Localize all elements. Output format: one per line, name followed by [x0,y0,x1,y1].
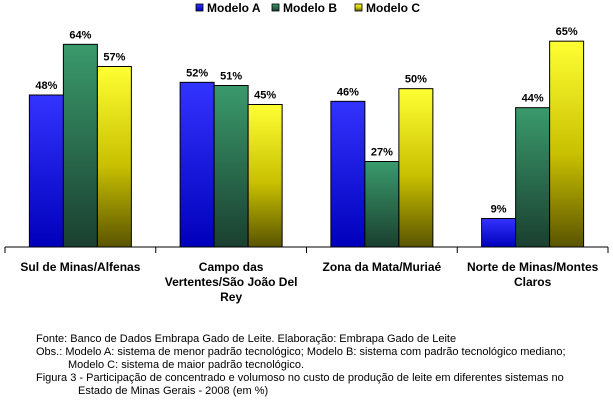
bar-modelo-c-1 [247,104,283,248]
bar-modelo-c-3 [549,40,585,248]
category-label: Rey [220,290,242,304]
legend-label: Modelo C [366,1,420,15]
legend-swatch [354,3,363,12]
legend-label: Modelo B [283,1,337,15]
bar-modelo-a-3 [481,218,517,248]
bar-modelo-b-2 [364,161,400,248]
bar-modelo-c-2 [398,88,434,248]
legend: Modelo A Modelo B Modelo C [195,1,420,15]
data-label: 48% [35,80,57,92]
data-label: 51% [220,71,242,83]
figure-caption-line-1: Figura 3 - Participação de concentrado e… [36,372,564,384]
data-label: 27% [371,147,393,159]
obs-note-line-1: Obs.: Modelo A: sistema de menor padrão … [36,346,566,358]
obs-note-line-2: Modelo C: sistema de maior padrão tecnol… [68,359,305,371]
legend-swatch [195,3,204,12]
bar-modelo-b-1 [213,85,249,248]
data-label: 45% [254,90,276,102]
data-label: 50% [405,74,427,86]
category-label: Claros [514,275,552,289]
axis-layer: Sul de Minas/Alfenas Campo dasVertentes/S… [4,246,609,304]
legend-label: Modelo A [207,1,261,15]
data-label: 52% [186,67,208,79]
category-label: Campo das [199,260,264,274]
legend-swatch [271,3,280,12]
bar-modelo-a-0 [28,94,64,248]
category-label: Vertentes/São João Del [165,275,298,289]
bars-layer: 48% 64% 57% 52% 51% 45% 46% 27% 50% 9% 44% 65% [28,26,585,248]
bar-modelo-b-0 [62,43,98,248]
category-label: Zona da Mata/Muriaé [323,260,442,274]
bar-modelo-a-1 [179,81,215,248]
data-label: 64% [69,29,91,41]
bar-modelo-c-0 [96,66,132,248]
category-label: Sul de Minas/Alfenas [20,260,140,274]
data-label: 46% [337,86,359,98]
data-label: 65% [556,26,578,38]
figure-caption-line-2: Estado de Minas Gerais - 2008 (em %) [78,385,269,397]
bar-modelo-b-3 [515,107,551,248]
data-label: 57% [103,52,125,64]
category-label: Norte de Minas/Montes [467,260,599,274]
source-note: Fonte: Banco de Dados Embrapa Gado de Le… [36,333,457,345]
data-label: 9% [491,204,507,216]
bar-chart: Modelo A Modelo B Modelo C 48% 64% 57% 52% 51%… [4,1,609,304]
bar-modelo-a-2 [330,100,366,248]
data-label: 44% [522,93,544,105]
